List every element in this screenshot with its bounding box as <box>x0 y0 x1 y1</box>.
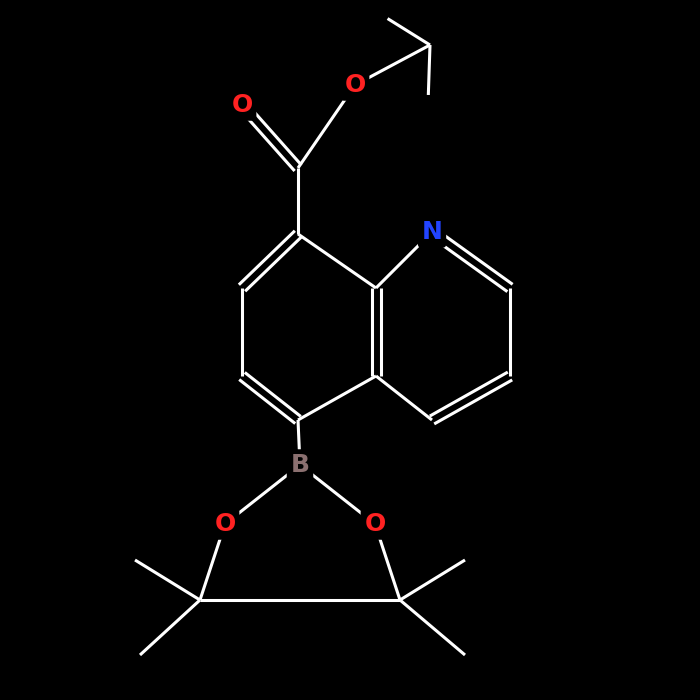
Text: O: O <box>214 512 236 536</box>
Text: O: O <box>232 93 253 117</box>
Text: B: B <box>290 453 309 477</box>
Text: O: O <box>365 512 386 536</box>
Text: O: O <box>344 73 365 97</box>
Text: N: N <box>421 220 442 244</box>
